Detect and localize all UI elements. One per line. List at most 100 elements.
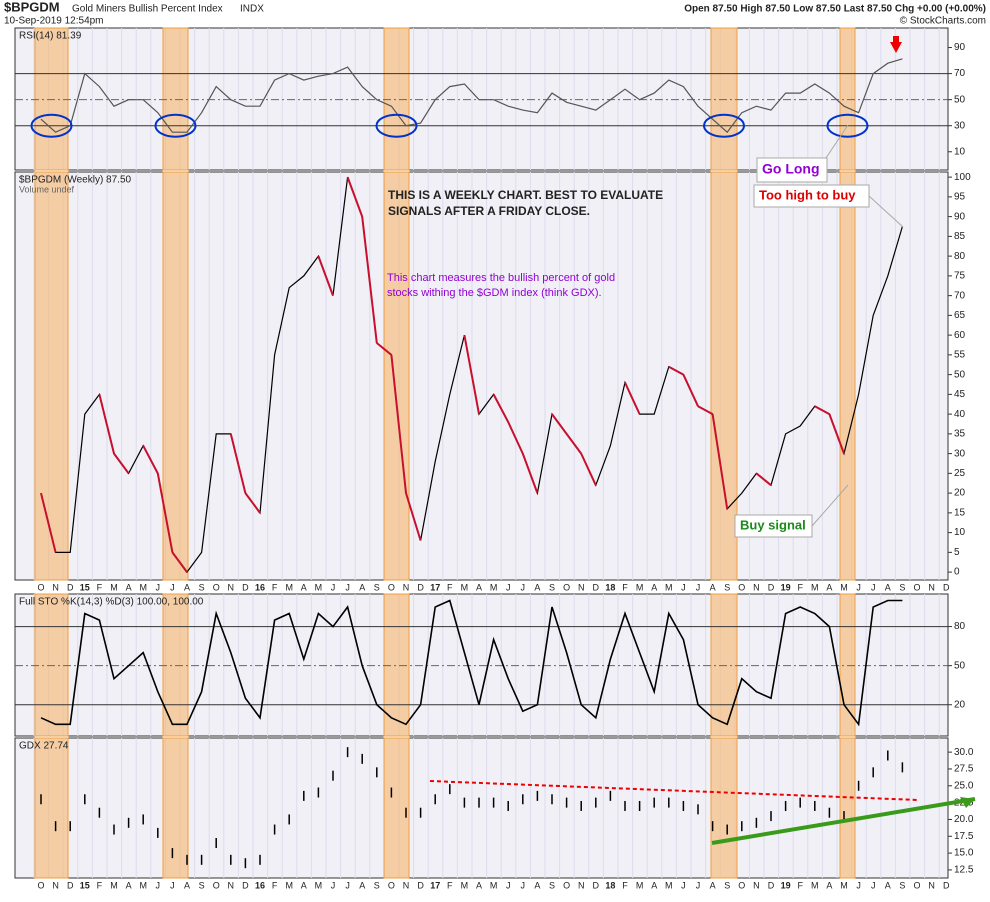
signal-band xyxy=(839,171,856,581)
decline-segment xyxy=(171,551,188,573)
x-tick-label: D xyxy=(768,582,775,592)
y-tick-label: 70 xyxy=(954,290,966,301)
x-tick-label: M xyxy=(636,582,644,592)
x-tick-label: A xyxy=(301,582,307,592)
decline-segment xyxy=(361,216,378,344)
x-tick-label: 17 xyxy=(430,880,440,890)
x-tick-label: S xyxy=(549,582,555,592)
x-tick-label: A xyxy=(710,582,716,592)
y-tick-label: 25.0 xyxy=(954,780,974,791)
signal-band xyxy=(383,737,410,879)
x-tick-label: J xyxy=(170,880,175,890)
x-tick-label: J xyxy=(521,880,526,890)
support-line xyxy=(711,797,976,845)
panel-sublabel: Volume undef xyxy=(19,184,75,194)
x-tick-label: A xyxy=(651,880,657,890)
x-tick-label: D xyxy=(593,880,600,890)
decline-segment xyxy=(492,393,510,423)
signal-band xyxy=(162,27,189,171)
y-tick-label: 35 xyxy=(954,429,966,440)
x-tick-label: N xyxy=(52,582,59,592)
x-tick-label: J xyxy=(506,880,511,890)
decline-segment xyxy=(521,453,539,494)
x-tick-label: M xyxy=(490,880,498,890)
x-tick-label: F xyxy=(797,582,803,592)
signal-band xyxy=(710,593,738,737)
x-tick-label: J xyxy=(696,582,701,592)
x-tick-label: A xyxy=(651,582,657,592)
symbol: $BPGDM xyxy=(4,0,60,14)
x-tick-label: N xyxy=(228,880,235,890)
x-tick-label: S xyxy=(374,582,380,592)
x-tick-label: 17 xyxy=(430,582,440,592)
credit: © StockCharts.com xyxy=(900,16,986,27)
x-tick-label: A xyxy=(359,880,365,890)
decline-segment xyxy=(346,176,364,217)
decline-segment xyxy=(376,342,393,356)
x-tick-label: J xyxy=(506,582,511,592)
decline-segment xyxy=(98,394,115,454)
x-tick-label: M xyxy=(811,582,819,592)
x-tick-label: D xyxy=(768,880,775,890)
quote: Open 87.50 High 87.50 Low 87.50 Last 87.… xyxy=(684,4,986,15)
x-tick-label: J xyxy=(871,582,876,592)
x-tick-label: A xyxy=(301,880,307,890)
x-tick-label: S xyxy=(374,880,380,890)
x-tick-label: N xyxy=(578,880,585,890)
panel-label: Full STO %K(14,3) %D(3) 100.00, 100.00 xyxy=(19,597,204,608)
x-tick-label: M xyxy=(490,582,498,592)
y-tick-label: 50 xyxy=(954,94,966,105)
x-tick-label: S xyxy=(199,582,205,592)
y-tick-label: 30 xyxy=(954,448,966,459)
x-tick-label: D xyxy=(417,582,424,592)
x-tick-label: S xyxy=(724,582,730,592)
x-tick-label: A xyxy=(359,582,365,592)
x-tick-label: M xyxy=(840,880,848,890)
y-tick-label: 15 xyxy=(954,507,966,518)
x-tick-label: M xyxy=(285,582,293,592)
signal-band xyxy=(34,737,69,879)
signal-band xyxy=(710,171,738,581)
x-tick-label: D xyxy=(242,880,249,890)
signal-band xyxy=(162,171,189,581)
x-tick-label: F xyxy=(97,880,103,890)
signal-band xyxy=(162,737,189,879)
x-tick-label: M xyxy=(665,582,673,592)
weekly-note: THIS IS A WEEKLY CHART. BEST TO EVALUATE xyxy=(388,188,663,202)
x-tick-label: S xyxy=(899,582,905,592)
decline-segment xyxy=(697,405,714,415)
y-tick-label: 30.0 xyxy=(954,747,974,758)
y-tick-label: 27.5 xyxy=(954,764,974,775)
x-tick-label: 19 xyxy=(781,880,791,890)
gdm-note: This chart measures the bullish percent … xyxy=(387,272,615,284)
signal-band xyxy=(710,27,738,171)
signal-circle xyxy=(826,113,869,138)
x-tick-label: F xyxy=(622,880,628,890)
support-arrow xyxy=(960,797,975,808)
decline-segment xyxy=(156,473,174,553)
y-tick-label: 50 xyxy=(954,660,966,671)
x-tick-label: J xyxy=(331,880,336,890)
x-tick-label: F xyxy=(797,880,803,890)
x-tick-label: J xyxy=(681,582,686,592)
decline-segment xyxy=(551,413,568,435)
series-line xyxy=(40,58,903,134)
x-tick-label: 15 xyxy=(80,582,90,592)
decline-segment xyxy=(142,445,159,474)
x-tick-label: N xyxy=(578,582,585,592)
y-tick-label: 80 xyxy=(954,251,966,262)
gdm-note: stocks withing the $GDM index (think GDX… xyxy=(387,287,602,299)
x-tick-label: M xyxy=(315,582,323,592)
x-tick-label: A xyxy=(710,880,716,890)
x-tick-label: A xyxy=(184,582,190,592)
decline-segment xyxy=(317,255,334,296)
x-tick-label: O xyxy=(563,582,570,592)
y-tick-label: 70 xyxy=(954,68,966,79)
x-tick-label: J xyxy=(856,582,861,592)
x-tick-label: D xyxy=(943,880,950,890)
x-tick-label: J xyxy=(345,582,350,592)
x-tick-label: N xyxy=(928,880,935,890)
y-tick-label: 60 xyxy=(954,330,966,341)
signal-circle xyxy=(375,113,418,138)
